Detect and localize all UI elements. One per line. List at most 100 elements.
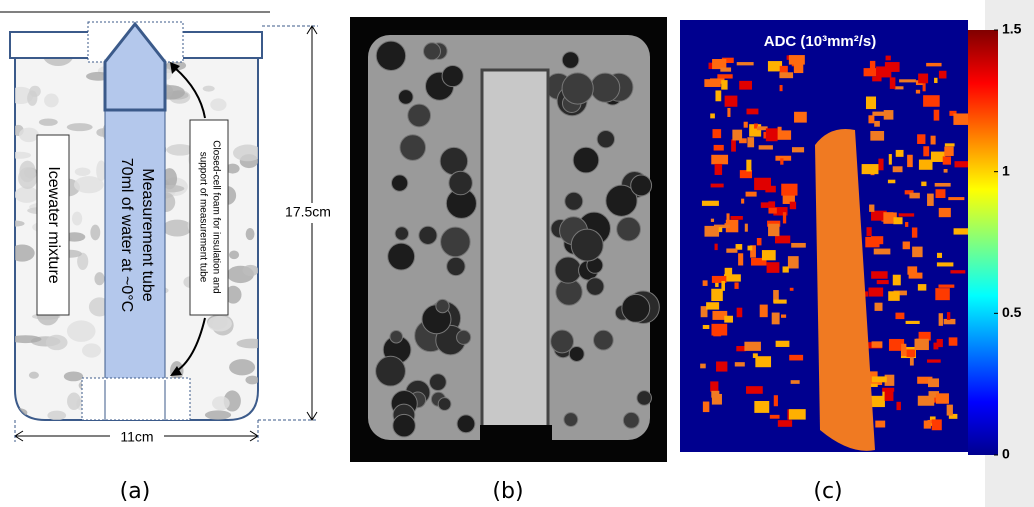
ice-chunk: [447, 257, 465, 275]
ice-chunk: [457, 330, 471, 344]
texture-blob: [203, 86, 215, 92]
figure: Icewater mixture Measurement tube 70ml o…: [0, 0, 1034, 507]
adc-blob: [883, 212, 893, 224]
texture-blob: [67, 392, 81, 410]
adc-blob: [732, 130, 742, 141]
adc-blob: [741, 199, 744, 204]
adc-blob: [792, 147, 804, 152]
adc-blob: [939, 71, 947, 79]
adc-blob: [914, 339, 928, 350]
adc-blob: [876, 66, 891, 77]
adc-blob: [726, 213, 729, 220]
adc-blob: [919, 160, 933, 170]
caption: (c): [813, 479, 842, 504]
ice-chunk: [555, 257, 581, 283]
foam-label: Closed-cell foam for insulation and: [210, 140, 221, 293]
adc-blob: [877, 280, 889, 284]
ice-chunk: [442, 65, 463, 86]
ice-chunk: [376, 41, 405, 70]
caption: (a): [120, 479, 151, 504]
ice-chunk: [390, 330, 403, 343]
tube-label: Measurement tube: [139, 168, 156, 302]
adc-blob: [704, 79, 720, 87]
adc-blob: [746, 160, 751, 172]
caption: (b): [492, 479, 523, 504]
adc-blob: [924, 420, 931, 428]
adc-blob: [888, 291, 899, 301]
ice-chunk: [637, 391, 652, 406]
adc-blob: [747, 137, 754, 147]
adc-blob: [872, 376, 887, 382]
texture-blob: [233, 145, 262, 162]
adc-blob: [715, 164, 722, 175]
adc-blob: [772, 313, 780, 325]
adc-blob: [757, 238, 762, 245]
adc-blob: [896, 150, 904, 157]
adc-blob: [791, 243, 806, 248]
adc-blob: [781, 314, 786, 317]
texture-blob: [162, 220, 192, 237]
adc-blob: [938, 285, 954, 288]
texture-blob: [90, 225, 100, 241]
adc-blob: [711, 155, 728, 165]
adc-blob: [779, 72, 793, 78]
ice-chunk: [594, 330, 614, 350]
colorbar-tick-label: 1.5: [1002, 21, 1022, 37]
adc-blob: [928, 378, 939, 387]
ice-chunk: [398, 90, 413, 105]
texture-blob: [67, 123, 93, 131]
ice-chunk: [400, 135, 426, 161]
adc-blob: [935, 183, 951, 187]
texture-blob: [6, 221, 25, 227]
texture-blob: [10, 244, 35, 261]
ice-chunk: [395, 227, 408, 240]
adc-blob: [780, 158, 783, 164]
adc-blob: [865, 237, 879, 247]
ice-chunk: [631, 175, 652, 196]
adc-blob: [720, 67, 731, 71]
adc-blob: [912, 227, 917, 237]
ice-chunk: [408, 104, 431, 127]
ice-chunk: [562, 73, 593, 104]
adc-blob: [934, 78, 937, 83]
adc-blob: [907, 155, 913, 167]
adc-blob: [943, 156, 951, 164]
adc-blob: [948, 197, 964, 200]
adc-blob: [907, 266, 917, 274]
texture-blob: [82, 343, 101, 357]
adc-blob: [783, 266, 789, 272]
texture-blob: [94, 272, 104, 285]
adc-blob: [895, 86, 904, 89]
adc-blob: [869, 288, 884, 297]
adc-blob: [926, 63, 941, 66]
ice-chunk: [449, 171, 472, 194]
adc-blob: [747, 246, 752, 251]
adc-blob: [906, 349, 915, 357]
adc-blob: [711, 184, 724, 188]
ice-chunk: [623, 412, 639, 428]
adc-blob: [744, 342, 761, 351]
adc-blob: [918, 284, 926, 290]
adc-blob: [901, 344, 906, 356]
adc-blob: [885, 391, 894, 401]
foam-bottom: [82, 378, 190, 420]
texture-blob: [236, 339, 266, 349]
ice-chunk: [440, 147, 467, 174]
adc-blob: [715, 244, 718, 250]
adc-blob: [773, 300, 786, 304]
adc-blob: [874, 249, 891, 255]
adc-blob: [899, 79, 916, 82]
adc-blob: [912, 247, 922, 258]
adc-blob: [738, 253, 743, 265]
adc-blob: [944, 147, 953, 156]
adc-blob: [903, 241, 910, 249]
adc-blob: [768, 208, 776, 214]
adc-blob: [717, 74, 732, 78]
panel-a: Icewater mixture Measurement tube 70ml o…: [4, 22, 335, 504]
adc-blob: [766, 128, 778, 141]
texture-blob: [64, 372, 83, 382]
adc-blob: [789, 55, 805, 65]
adc-blob: [744, 122, 748, 128]
adc-blob: [726, 248, 737, 252]
adc-blob: [790, 202, 796, 210]
